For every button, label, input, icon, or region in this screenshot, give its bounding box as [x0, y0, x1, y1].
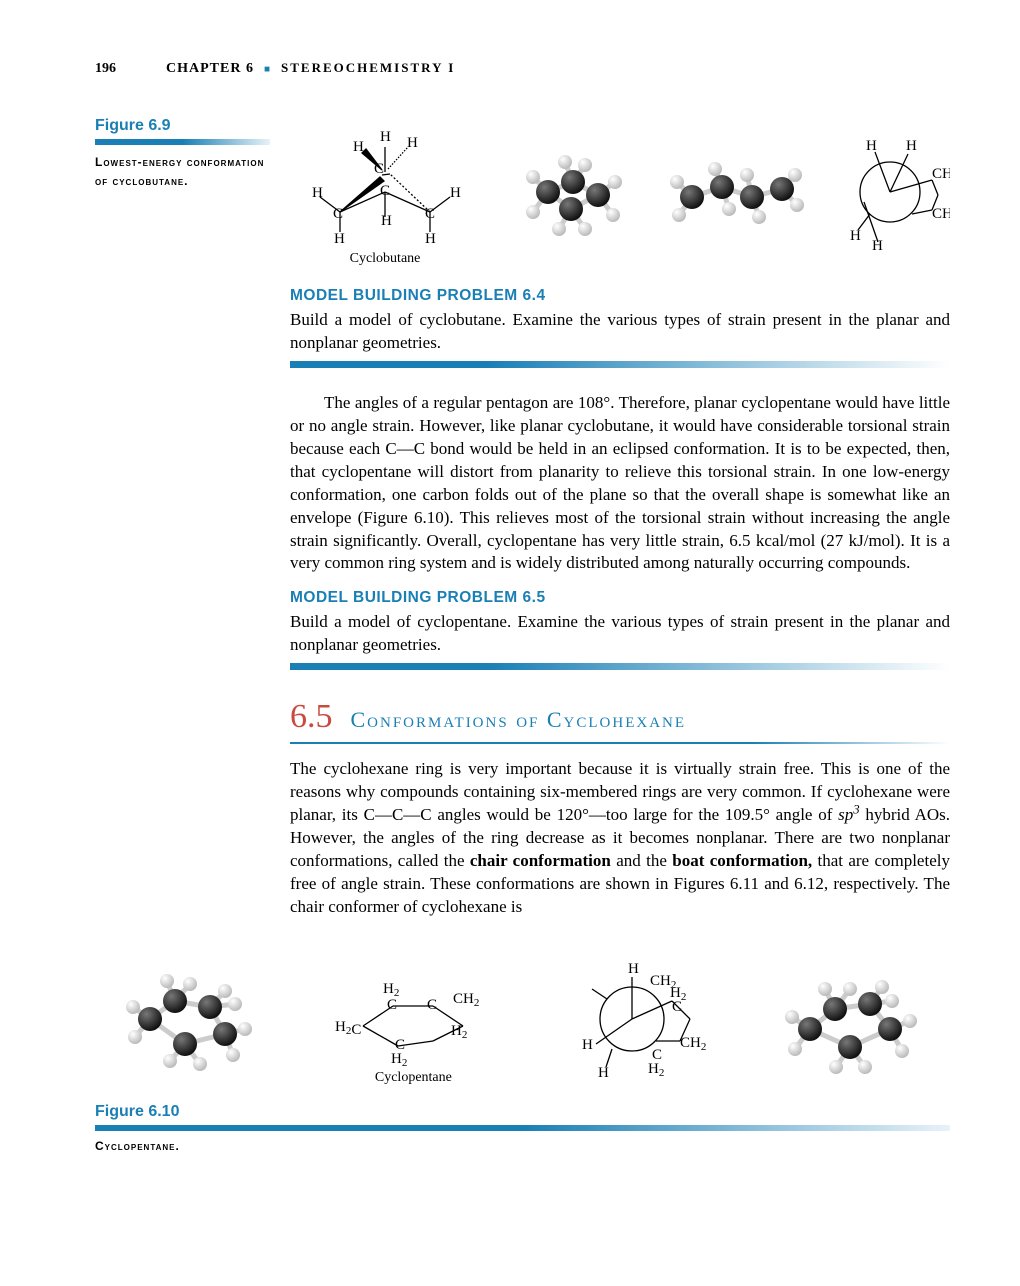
sp3-label: sp3 — [838, 805, 860, 824]
svg-text:C: C — [672, 999, 682, 1015]
section-heading-row: 6.5 Conformations of Cyclohexane — [290, 698, 950, 736]
chapter-number: CHAPTER 6 — [166, 61, 254, 77]
figure-6-9-row: Figure 6.9 Lowest-energy conformation of… — [95, 117, 950, 287]
problem-rule-65 — [290, 663, 950, 670]
svg-text:H: H — [598, 1065, 609, 1081]
figure-6-10-caption: Figure 6.10 Cyclopentane. — [95, 1103, 950, 1156]
section-title: Conformations of Cyclohexane — [351, 707, 687, 733]
pentagon-paragraph: The angles of a regular pentagon are 108… — [290, 392, 950, 576]
figure-6-9-sidebar: Figure 6.9 Lowest-energy conformation of… — [95, 117, 270, 287]
svg-text:H: H — [582, 1037, 593, 1053]
svg-text:CH2: CH2 — [932, 166, 950, 184]
figure-610-caption-text: Cyclopentane. — [95, 1137, 950, 1156]
content-row: MODEL BUILDING PROBLEM 6.4 Build a model… — [95, 287, 950, 919]
svg-text:H: H — [334, 231, 345, 247]
chapter-title: STEREOCHEMISTRY I — [281, 60, 455, 76]
page-header: 196 CHAPTER 6 ■ STEREOCHEMISTRY I — [95, 60, 950, 77]
svg-text:C: C — [387, 997, 397, 1013]
svg-text:H: H — [872, 238, 883, 252]
figure-rule — [95, 139, 270, 145]
main-text: MODEL BUILDING PROBLEM 6.4 Build a model… — [290, 287, 950, 919]
figure-label: Figure 6.9 — [95, 117, 270, 135]
svg-text:C: C — [374, 161, 384, 177]
structural-label: Cyclobutane — [350, 251, 421, 267]
chapter-label: CHAPTER 6 ■ STEREOCHEMISTRY I — [166, 60, 455, 77]
svg-text:H: H — [450, 185, 461, 201]
svg-text:H: H — [353, 139, 364, 155]
cyclopentane-newman: H CH2 H2 C H CH2 H C H2 — [552, 949, 722, 1089]
boat-term: boat conformation, — [672, 851, 812, 870]
svg-text:CH2: CH2 — [453, 991, 479, 1009]
figure-6-10-graphics: H2 C CH2 C H2C C H2 H2 Cyclopentane H — [95, 949, 950, 1089]
svg-text:CH2: CH2 — [932, 206, 950, 224]
svg-text:H2: H2 — [391, 1051, 407, 1066]
figure-6-9-graphics: HH H C HH C CC H HH Cyclobutane — [290, 117, 950, 267]
chair-term: chair conformation — [470, 851, 611, 870]
cyclopentane-structure-svg: H2 C CH2 C H2C C H2 H2 — [323, 951, 503, 1066]
p-text-3: and the — [611, 851, 672, 870]
svg-text:H2: H2 — [451, 1023, 467, 1041]
problem-text: Build a model of cyclobutane. Examine th… — [290, 309, 950, 355]
svg-text:H2: H2 — [648, 1061, 664, 1079]
figure-caption: Lowest-energy conformation of cyclobutan… — [95, 153, 270, 191]
cyclobutane-model-1 — [503, 137, 633, 247]
section-rule — [290, 742, 950, 744]
svg-text:H: H — [906, 138, 917, 154]
cyclobutane-newman: HH CH2 CH2 HH — [830, 132, 950, 252]
svg-text:C: C — [380, 183, 390, 199]
section-number: 6.5 — [290, 698, 333, 736]
svg-text:H: H — [628, 961, 639, 977]
svg-text:H: H — [381, 213, 392, 229]
svg-text:H: H — [312, 185, 323, 201]
svg-text:H: H — [425, 231, 436, 247]
problem-heading-65: MODEL BUILDING PROBLEM 6.5 — [290, 589, 950, 607]
spacer-sidebar — [95, 287, 270, 919]
cyclopentane-model-1 — [115, 959, 275, 1079]
svg-text:H2C: H2C — [335, 1019, 361, 1038]
figure-610-label: Figure 6.10 — [95, 1103, 950, 1121]
svg-text:CH2: CH2 — [680, 1035, 706, 1053]
svg-text:H: H — [850, 228, 861, 244]
problem-rule — [290, 361, 950, 368]
cyclopentane-model-2 — [770, 959, 930, 1079]
cyclobutane-structure-svg: HH H C HH C CC H HH — [290, 117, 480, 247]
problem-text-65: Build a model of cyclopentane. Examine t… — [290, 611, 950, 657]
svg-text:H: H — [407, 135, 418, 151]
svg-text:H: H — [866, 138, 877, 154]
square-bullet-icon: ■ — [264, 64, 271, 75]
figure-610-rule — [95, 1125, 950, 1131]
cyclohexane-paragraph: The cyclohexane ring is very important b… — [290, 758, 950, 919]
svg-text:C: C — [333, 206, 343, 222]
cyclopentane-structural-formula: H2 C CH2 C H2C C H2 H2 Cyclopentane — [323, 951, 503, 1086]
cyclobutane-structural-formula: HH H C HH C CC H HH Cyclobutane — [290, 117, 480, 267]
svg-text:C: C — [425, 206, 435, 222]
page-number: 196 — [95, 61, 116, 77]
problem-heading: MODEL BUILDING PROBLEM 6.4 — [290, 287, 950, 305]
cyclobutane-model-2 — [657, 147, 807, 237]
svg-text:C: C — [427, 997, 437, 1013]
svg-text:H: H — [380, 129, 391, 145]
cyclopentane-label: Cyclopentane — [375, 1070, 452, 1086]
